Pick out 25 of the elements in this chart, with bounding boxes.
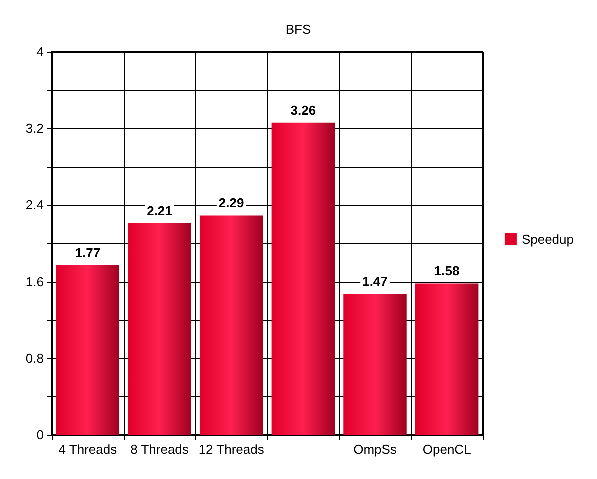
legend-label: Speedup (522, 232, 574, 247)
bar (415, 284, 479, 435)
y-tick-label: 1.6 (26, 274, 44, 290)
bar (272, 122, 336, 435)
x-tick-label: OmpSs (354, 442, 398, 457)
bar (200, 216, 264, 435)
data-label: 3.26 (290, 102, 316, 118)
bar (56, 266, 120, 435)
y-tick-label: 4 (36, 44, 44, 60)
x-tick-label: 12 Threads (198, 442, 265, 457)
bar (344, 294, 407, 435)
y-tick-label: 0 (36, 428, 44, 442)
chart-title: BFS (286, 22, 312, 37)
x-tick-label: 8 Threads (130, 442, 190, 457)
data-label: 1.47 (362, 274, 388, 290)
y-tick-label: 0.8 (26, 350, 44, 366)
bar (128, 223, 192, 435)
data-label: 1.58 (434, 264, 460, 279)
data-label: 2.21 (147, 203, 172, 218)
x-tick-label: 4 Threads (58, 442, 118, 457)
y-tick-label: 3.2 (26, 121, 44, 136)
data-label: 1.77 (75, 246, 101, 261)
y-tick-label: 2.4 (26, 198, 44, 213)
x-tick-label: OpenCL (422, 442, 472, 457)
data-label: 2.29 (218, 196, 244, 211)
